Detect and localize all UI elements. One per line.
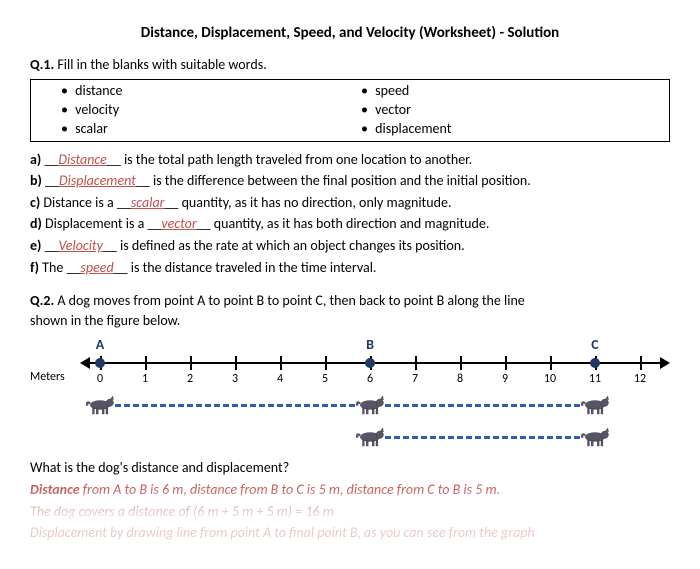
solution-line: Displacement by drawing line from point …	[30, 523, 670, 543]
tick	[145, 356, 147, 370]
tick-label: 7	[412, 372, 418, 386]
dog-icon	[580, 394, 610, 416]
tick-label: 11	[589, 372, 601, 386]
tick	[280, 356, 282, 370]
tick-label: 4	[277, 372, 283, 386]
dog-icon	[580, 426, 610, 448]
q1-prompt: Q.1. Fill in the blanks with suitable wo…	[30, 56, 670, 73]
q2-text-1: A dog moves from point A to point B to p…	[57, 292, 524, 309]
point-label: B	[366, 336, 374, 353]
word: velocity	[61, 101, 361, 120]
tick	[505, 356, 507, 370]
q1-num: Q.1.	[30, 56, 54, 73]
q1-item: c) Distance is a __scalar__ quantity, as…	[30, 193, 670, 213]
q1-item: f) The __speed__ is the distance travele…	[30, 258, 670, 278]
tick-label: 8	[457, 372, 463, 386]
point-label: A	[96, 336, 104, 353]
dog-icon	[85, 394, 115, 416]
tick-label: 12	[634, 372, 646, 386]
meters-label: Meters	[30, 370, 65, 384]
number-line-diagram: Meters 0123456789101112ABC	[30, 336, 670, 456]
tick-label: 0	[97, 372, 103, 386]
point-dot	[365, 358, 375, 368]
tick	[460, 356, 462, 370]
tick	[550, 356, 552, 370]
tick-label: 3	[232, 372, 238, 386]
tick-label: 1	[142, 372, 148, 386]
q2-num: Q.2.	[30, 292, 54, 309]
point-label: C	[591, 336, 598, 353]
q1-item: e) __Velocity__ is defined as the rate a…	[30, 236, 670, 256]
word: speed	[361, 82, 661, 101]
tick-label: 6	[367, 372, 373, 386]
tick-label: 2	[187, 372, 193, 386]
tick	[415, 356, 417, 370]
tick	[235, 356, 237, 370]
word: displacement	[361, 120, 661, 139]
word-col-left: distance velocity scalar	[61, 82, 361, 139]
dog-icon	[355, 394, 385, 416]
tick	[325, 356, 327, 370]
page-title: Distance, Displacement, Speed, and Veloc…	[30, 24, 670, 42]
word: distance	[61, 82, 361, 101]
point-dot	[95, 358, 105, 368]
q1-text: Fill in the blanks with suitable words.	[57, 56, 266, 73]
tick-label: 10	[544, 372, 556, 386]
word-box: distance velocity scalar speed vector di…	[30, 79, 670, 142]
word: vector	[361, 101, 661, 120]
number-line	[90, 362, 660, 364]
q2-prompt: Q.2. A dog moves from point A to point B…	[30, 291, 670, 330]
q1-item: d) Displacement is a __vector__ quantity…	[30, 214, 670, 234]
tick	[190, 356, 192, 370]
tick-label: 5	[322, 372, 328, 386]
path-dash	[385, 404, 580, 407]
word: scalar	[61, 120, 361, 139]
q2-text-2: shown in the figure below.	[30, 312, 180, 329]
q2-question: What is the dog's distance and displacem…	[30, 458, 670, 478]
tick	[640, 356, 642, 370]
tick-label: 9	[502, 372, 508, 386]
point-dot	[590, 358, 600, 368]
q1-item: b) __Displacement__ is the difference be…	[30, 171, 670, 191]
path-dash	[115, 404, 355, 407]
path-dash	[385, 436, 580, 439]
dog-icon	[355, 426, 385, 448]
word-col-right: speed vector displacement	[361, 82, 661, 139]
q1-item: a) __Distance__ is the total path length…	[30, 150, 670, 170]
